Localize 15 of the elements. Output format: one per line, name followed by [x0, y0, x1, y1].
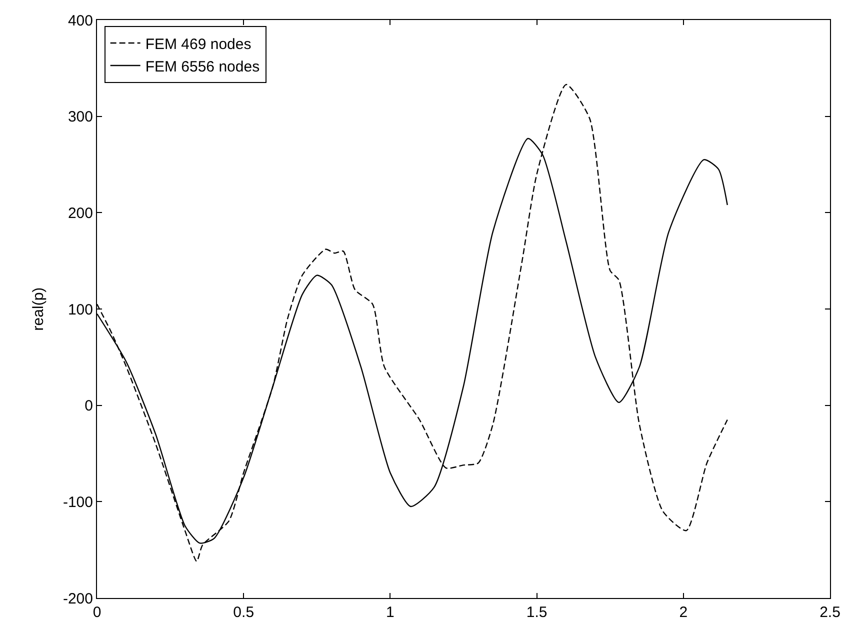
x-tick-label: 0.5 [233, 604, 254, 621]
legend-label: FEM 6556 nodes [145, 58, 260, 76]
x-tick-label: 1.5 [526, 604, 548, 621]
y-tick-label: 200 [68, 204, 93, 222]
y-axis-title: real(p) [30, 287, 48, 331]
y-tick-label: 0 [84, 398, 93, 415]
x-tick-label: 2.5 [820, 604, 840, 621]
legend-label: FEM 469 nodes [145, 36, 252, 53]
y-tick-label: -100 [62, 494, 93, 511]
y-tick-label: 300 [68, 108, 93, 126]
x-tick-label: 1 [386, 604, 394, 621]
y-tick-label: 400 [68, 12, 93, 30]
y-tick-label: 100 [68, 301, 93, 318]
x-tick-label: 2 [679, 604, 688, 621]
y-tick-label: -200 [62, 590, 93, 608]
